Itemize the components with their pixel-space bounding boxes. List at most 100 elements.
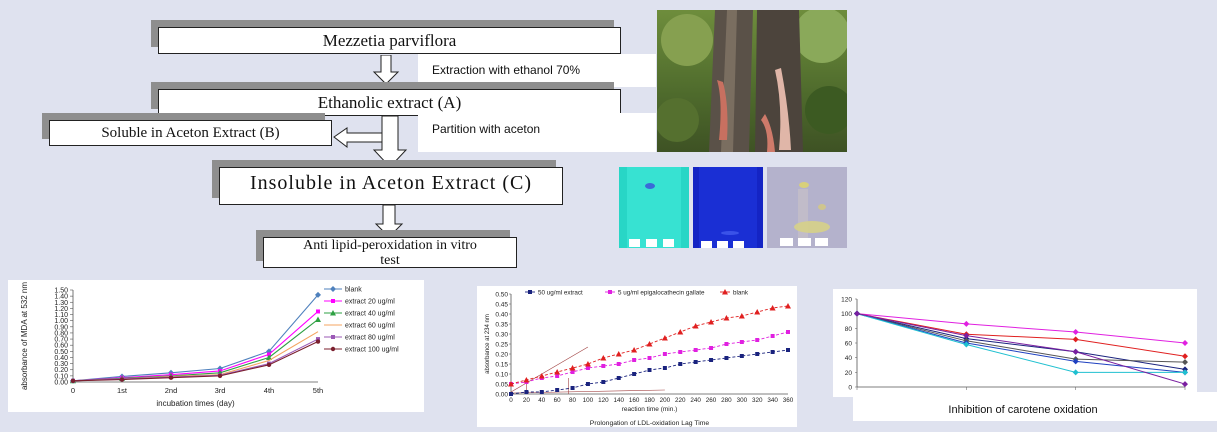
series-line — [856, 313, 1186, 363]
y-tick-label: 1.50 — [54, 288, 68, 295]
y-tick-label: 0.00 — [495, 392, 508, 399]
series-line — [856, 313, 1185, 373]
lipid-test-label: Anti lipid-peroxidation in vitro test — [303, 237, 477, 268]
y-tick-label: 0.05 — [495, 382, 508, 389]
box-ethanolic-extract: Ethanolic extract (A) — [158, 89, 621, 116]
down-arrow-3 — [374, 205, 404, 238]
data-point — [615, 351, 622, 357]
y-tick-label: 0.25 — [495, 342, 508, 349]
note-extraction: Extraction with ethanol 70% — [418, 54, 656, 87]
series-line — [72, 341, 319, 382]
data-point — [661, 335, 668, 341]
y-tick-label: 0.10 — [495, 372, 508, 379]
legend-marker — [528, 290, 532, 294]
box-lipid-test: Anti lipid-peroxidation in vitro test — [263, 237, 517, 268]
data-point — [647, 356, 652, 360]
data-point — [1072, 358, 1079, 365]
data-point — [1072, 336, 1079, 343]
data-point — [585, 382, 590, 386]
down-arrow-1 — [372, 55, 400, 85]
y-tick-label: 0.45 — [495, 302, 508, 309]
x-tick-label: 0 — [509, 397, 513, 404]
data-point — [315, 316, 321, 322]
data-point — [770, 334, 775, 338]
x-tick-label: 1st — [117, 386, 128, 395]
box-plant-name: Mezzetia parviflora — [158, 27, 621, 54]
down-arrow-2 — [372, 116, 408, 168]
legend-label: extract 40 ug/ml — [345, 311, 395, 318]
chart-carotene-title-panel — [853, 392, 1217, 421]
x-axis-label: reaction time (min.) — [622, 406, 678, 413]
x-tick-label: 2nd — [165, 386, 178, 395]
y-tick-label: 0.90 — [54, 324, 68, 331]
data-point — [662, 352, 667, 356]
legend-marker — [330, 286, 336, 292]
data-point — [316, 337, 320, 342]
legend-marker — [330, 310, 336, 316]
x-tick-label: 40 — [538, 397, 546, 404]
series-line — [72, 294, 319, 382]
data-point — [693, 348, 698, 352]
data-point — [119, 377, 125, 382]
y-tick-label: 1.00 — [54, 318, 68, 325]
data-point — [678, 350, 683, 354]
y-tick-label: 80 — [845, 326, 853, 333]
data-point — [539, 390, 544, 394]
data-point — [1072, 348, 1079, 355]
legend-label: extract 60 ug/ml — [345, 323, 395, 330]
x-tick-label: 320 — [752, 397, 763, 404]
data-point — [723, 315, 730, 321]
data-point — [709, 346, 714, 350]
x-tick-label: 5th — [313, 386, 323, 395]
series-line — [856, 313, 1186, 385]
data-point — [709, 358, 714, 362]
data-point — [555, 374, 560, 378]
y-tick-label: 1.10 — [54, 312, 68, 319]
note-partition: Partition with aceton — [418, 113, 656, 152]
data-point — [755, 352, 760, 356]
legend-marker — [330, 346, 336, 352]
legend-label: 5 ug/ml epigalocathecin gallate — [618, 290, 705, 297]
data-point — [786, 330, 790, 334]
legend-label: extract 20 ug/ml — [345, 299, 395, 306]
data-point — [754, 309, 761, 315]
x-tick-label: 3rd — [215, 386, 226, 395]
data-point — [738, 313, 745, 319]
y-tick-label: 0.10 — [54, 373, 68, 380]
chart-ldl-panel: 0.00 0.05 0.10 0.15 0.20 0.25 0.30 0.35 0.40 0.45… — [477, 286, 797, 427]
data-point — [217, 373, 223, 379]
data-point — [678, 362, 683, 366]
data-point — [647, 368, 652, 372]
data-point — [770, 350, 775, 354]
data-point — [677, 329, 684, 335]
chart-caption: Prolongation of LDL-oxidation Lag Time — [590, 420, 710, 427]
x-tick-label: 4th — [264, 386, 274, 395]
y-tick-label: 1.20 — [54, 306, 68, 313]
y-tick-label: 60 — [845, 341, 853, 348]
data-point — [755, 338, 760, 342]
x-tick-label: 140 — [613, 397, 624, 404]
data-point — [266, 348, 272, 355]
data-point — [524, 390, 529, 394]
legend-label: 50 ug/ml extract — [538, 290, 583, 297]
baseline-line — [510, 389, 665, 394]
data-point — [601, 364, 606, 368]
series-line — [856, 313, 1186, 344]
x-tick-label: 240 — [690, 397, 701, 404]
y-tick-label: 0.60 — [54, 343, 68, 350]
x-tick-label: 300 — [737, 397, 748, 404]
y-axis-label: absorbance of MDA at 532 nm — [20, 282, 29, 390]
data-point — [523, 377, 530, 383]
data-point — [316, 309, 320, 314]
y-tick-label: 20 — [845, 370, 853, 377]
y-axis-label: absorbance at 234 nm — [485, 314, 491, 374]
legend-label: extract 80 ug/ml — [345, 335, 395, 342]
data-point — [315, 291, 321, 298]
data-point — [266, 362, 272, 368]
box-soluble-extract: Soluble in Aceton Extract (B) — [49, 120, 332, 146]
y-tick-label: 0.40 — [495, 312, 508, 319]
x-tick-label: 80 — [569, 397, 577, 404]
tlc-plate-blue — [693, 167, 763, 248]
data-point — [854, 310, 860, 317]
data-point — [570, 386, 575, 390]
